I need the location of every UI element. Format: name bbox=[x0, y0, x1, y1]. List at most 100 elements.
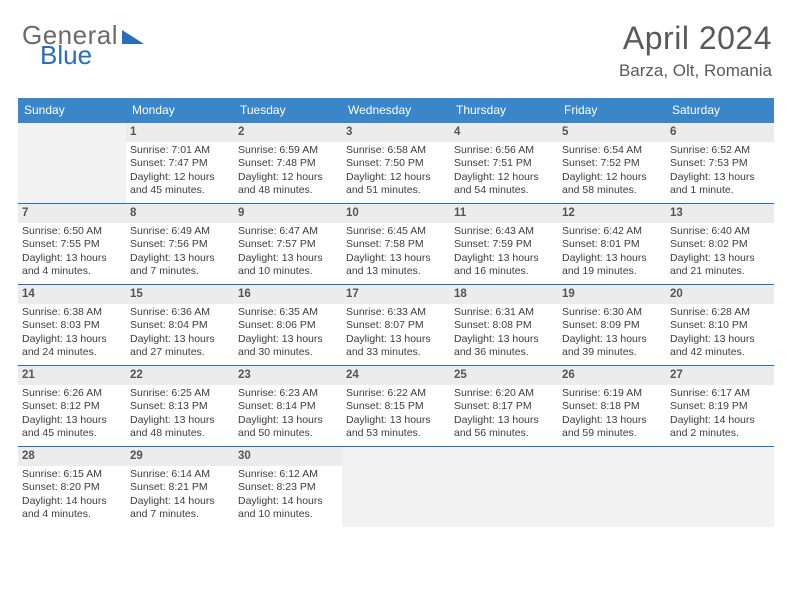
calendar: SundayMondayTuesdayWednesdayThursdayFrid… bbox=[18, 98, 774, 527]
sunrise-text: Sunrise: 6:50 AM bbox=[22, 225, 122, 238]
calendar-cell: 24Sunrise: 6:22 AMSunset: 8:15 PMDayligh… bbox=[342, 366, 450, 446]
calendar-cell: 9Sunrise: 6:47 AMSunset: 7:57 PMDaylight… bbox=[234, 204, 342, 284]
calendar-cell: 19Sunrise: 6:30 AMSunset: 8:09 PMDayligh… bbox=[558, 285, 666, 365]
week-row: 1Sunrise: 7:01 AMSunset: 7:47 PMDaylight… bbox=[18, 123, 774, 204]
sunrise-text: Sunrise: 6:15 AM bbox=[22, 468, 122, 481]
calendar-cell-empty bbox=[558, 447, 666, 527]
sunset-text: Sunset: 7:50 PM bbox=[346, 157, 446, 170]
sunrise-text: Sunrise: 6:59 AM bbox=[238, 144, 338, 157]
sunset-text: Sunset: 8:17 PM bbox=[454, 400, 554, 413]
daylight-text: Daylight: 13 hours and 39 minutes. bbox=[562, 333, 662, 360]
daylight-text: Daylight: 13 hours and 45 minutes. bbox=[22, 414, 122, 441]
daylight-text: Daylight: 13 hours and 4 minutes. bbox=[22, 252, 122, 279]
weekday-header: Wednesday bbox=[342, 98, 450, 123]
daylight-text: Daylight: 13 hours and 27 minutes. bbox=[130, 333, 230, 360]
day-number: 1 bbox=[126, 123, 234, 142]
sunset-text: Sunset: 8:02 PM bbox=[670, 238, 770, 251]
daylight-text: Daylight: 13 hours and 56 minutes. bbox=[454, 414, 554, 441]
calendar-cell: 14Sunrise: 6:38 AMSunset: 8:03 PMDayligh… bbox=[18, 285, 126, 365]
daylight-text: Daylight: 13 hours and 10 minutes. bbox=[238, 252, 338, 279]
sunrise-text: Sunrise: 6:43 AM bbox=[454, 225, 554, 238]
sunset-text: Sunset: 8:04 PM bbox=[130, 319, 230, 332]
sunrise-text: Sunrise: 6:14 AM bbox=[130, 468, 230, 481]
calendar-cell-empty bbox=[18, 123, 126, 203]
sunrise-text: Sunrise: 6:30 AM bbox=[562, 306, 662, 319]
calendar-cell: 6Sunrise: 6:52 AMSunset: 7:53 PMDaylight… bbox=[666, 123, 774, 203]
sunset-text: Sunset: 8:10 PM bbox=[670, 319, 770, 332]
weekday-header: Sunday bbox=[18, 98, 126, 123]
sunset-text: Sunset: 8:09 PM bbox=[562, 319, 662, 332]
sunrise-text: Sunrise: 6:22 AM bbox=[346, 387, 446, 400]
day-number: 26 bbox=[558, 366, 666, 385]
sunset-text: Sunset: 8:07 PM bbox=[346, 319, 446, 332]
sunrise-text: Sunrise: 6:42 AM bbox=[562, 225, 662, 238]
daylight-text: Daylight: 12 hours and 48 minutes. bbox=[238, 171, 338, 198]
sunrise-text: Sunrise: 6:31 AM bbox=[454, 306, 554, 319]
sunrise-text: Sunrise: 6:20 AM bbox=[454, 387, 554, 400]
week-row: 7Sunrise: 6:50 AMSunset: 7:55 PMDaylight… bbox=[18, 204, 774, 285]
sunset-text: Sunset: 8:14 PM bbox=[238, 400, 338, 413]
calendar-cell: 11Sunrise: 6:43 AMSunset: 7:59 PMDayligh… bbox=[450, 204, 558, 284]
day-number: 30 bbox=[234, 447, 342, 466]
sunrise-text: Sunrise: 6:25 AM bbox=[130, 387, 230, 400]
daylight-text: Daylight: 13 hours and 1 minute. bbox=[670, 171, 770, 198]
calendar-cell: 22Sunrise: 6:25 AMSunset: 8:13 PMDayligh… bbox=[126, 366, 234, 446]
sunrise-text: Sunrise: 6:12 AM bbox=[238, 468, 338, 481]
sunrise-text: Sunrise: 6:38 AM bbox=[22, 306, 122, 319]
sunset-text: Sunset: 8:06 PM bbox=[238, 319, 338, 332]
sunrise-text: Sunrise: 6:28 AM bbox=[670, 306, 770, 319]
calendar-cell: 16Sunrise: 6:35 AMSunset: 8:06 PMDayligh… bbox=[234, 285, 342, 365]
calendar-cell: 17Sunrise: 6:33 AMSunset: 8:07 PMDayligh… bbox=[342, 285, 450, 365]
calendar-cell: 7Sunrise: 6:50 AMSunset: 7:55 PMDaylight… bbox=[18, 204, 126, 284]
day-number: 27 bbox=[666, 366, 774, 385]
day-number: 28 bbox=[18, 447, 126, 466]
day-number: 12 bbox=[558, 204, 666, 223]
sunset-text: Sunset: 7:52 PM bbox=[562, 157, 662, 170]
day-number: 14 bbox=[18, 285, 126, 304]
weeks-container: 1Sunrise: 7:01 AMSunset: 7:47 PMDaylight… bbox=[18, 123, 774, 527]
calendar-cell: 12 Sunrise: 6:42 AMSunset: 8:01 PMDayligh… bbox=[558, 204, 666, 284]
day-number: 4 bbox=[450, 123, 558, 142]
week-row: 14 Sunrise: 6:38 AMSunset: 8:03 PM Dayligh… bbox=[18, 285, 774, 366]
calendar-cell: 21Sunrise: 6:26 AMSunset: 8:12 PMDayligh… bbox=[18, 366, 126, 446]
day-number: 10 bbox=[342, 204, 450, 223]
weekday-header: Friday bbox=[558, 98, 666, 123]
sunset-text: Sunset: 8:19 PM bbox=[670, 400, 770, 413]
calendar-cell: 8Sunrise: 6:49 AMSunset: 7:56 PMDaylight… bbox=[126, 204, 234, 284]
sunrise-text: Sunrise: 6:17 AM bbox=[670, 387, 770, 400]
sunrise-text: Sunrise: 6:23 AM bbox=[238, 387, 338, 400]
sunset-text: Sunset: 7:48 PM bbox=[238, 157, 338, 170]
calendar-cell: 15Sunrise: 6:36 AMSunset: 8:04 PMDayligh… bbox=[126, 285, 234, 365]
daylight-text: Daylight: 12 hours and 45 minutes. bbox=[130, 171, 230, 198]
daylight-text: Daylight: 13 hours and 7 minutes. bbox=[130, 252, 230, 279]
calendar-cell: 29Sunrise: 6:14 AMSunset: 8:21 PMDayligh… bbox=[126, 447, 234, 527]
daylight-text: Daylight: 13 hours and 53 minutes. bbox=[346, 414, 446, 441]
sunset-text: Sunset: 7:59 PM bbox=[454, 238, 554, 251]
sunrise-text: Sunrise: 6:40 AM bbox=[670, 225, 770, 238]
sunrise-text: Sunrise: 6:26 AM bbox=[22, 387, 122, 400]
calendar-cell-empty bbox=[342, 447, 450, 527]
calendar-cell-empty bbox=[666, 447, 774, 527]
sunrise-text: Sunrise: 6:54 AM bbox=[562, 144, 662, 157]
sunrise-text: Sunrise: 6:49 AM bbox=[130, 225, 230, 238]
sunset-text: Sunset: 8:03 PM bbox=[22, 319, 122, 332]
sunset-text: Sunset: 8:01 PM bbox=[562, 238, 662, 251]
weekday-header: Monday bbox=[126, 98, 234, 123]
daylight-text: Daylight: 13 hours and 16 minutes. bbox=[454, 252, 554, 279]
day-number: 3 bbox=[342, 123, 450, 142]
sunset-text: Sunset: 8:23 PM bbox=[238, 481, 338, 494]
day-number: 25 bbox=[450, 366, 558, 385]
sunrise-text: Sunrise: 6:58 AM bbox=[346, 144, 446, 157]
day-number: 29 bbox=[126, 447, 234, 466]
daylight-text: Daylight: 12 hours and 54 minutes. bbox=[454, 171, 554, 198]
daylight-text: Daylight: 12 hours and 58 minutes. bbox=[562, 171, 662, 198]
daylight-text: Daylight: 14 hours and 7 minutes. bbox=[130, 495, 230, 522]
daylight-text: Daylight: 13 hours and 59 minutes. bbox=[562, 414, 662, 441]
daylight-text: Daylight: 13 hours and 19 minutes. bbox=[562, 252, 662, 279]
day-number: 21 bbox=[18, 366, 126, 385]
calendar-cell: 13Sunrise: 6:40 AMSunset: 8:02 PMDayligh… bbox=[666, 204, 774, 284]
daylight-text: Daylight: 13 hours and 33 minutes. bbox=[346, 333, 446, 360]
calendar-cell: 23Sunrise: 6:23 AMSunset: 8:14 PMDayligh… bbox=[234, 366, 342, 446]
sunset-text: Sunset: 7:53 PM bbox=[670, 157, 770, 170]
daylight-text: Daylight: 13 hours and 48 minutes. bbox=[130, 414, 230, 441]
